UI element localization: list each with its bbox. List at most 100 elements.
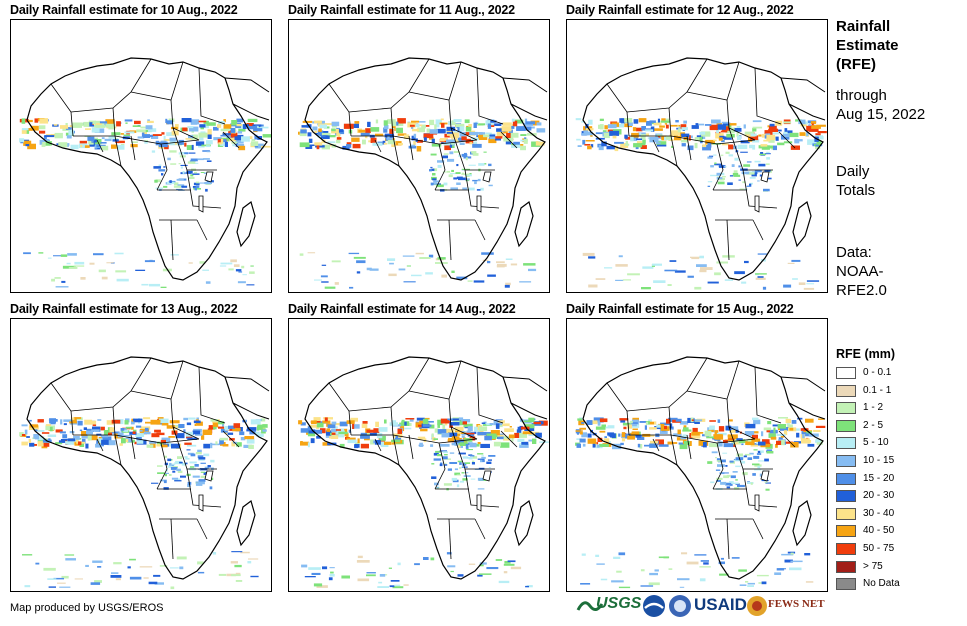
rainfall-cell <box>30 125 39 131</box>
rainfall-cell <box>818 418 825 420</box>
rainfall-cell <box>53 124 58 126</box>
rainfall-cell <box>446 126 456 131</box>
rainfall-cell <box>198 457 206 460</box>
rainfall-cell <box>358 129 366 133</box>
rainfall-cell <box>65 441 74 445</box>
rainfall-cell <box>135 433 145 437</box>
rainfall-cell <box>716 172 721 176</box>
rainfall-cell <box>174 462 183 465</box>
rainfall-cell <box>694 142 698 149</box>
rainfall-cell <box>501 126 512 132</box>
through-date: through Aug 15, 2022 <box>836 86 925 124</box>
rainfall-cell <box>65 558 76 561</box>
rainfall-cell <box>322 420 331 424</box>
rainfall-cell <box>745 441 750 445</box>
madagascar-outline <box>792 499 812 547</box>
rainfall-cell <box>54 132 63 139</box>
rainfall-cell <box>378 427 388 432</box>
rainfall-cell <box>320 428 326 434</box>
rainfall-cell <box>169 150 177 153</box>
rainfall-cell <box>63 423 67 426</box>
rainfall-cell <box>416 139 423 143</box>
rainfall-cell <box>217 421 225 425</box>
legend-label: 15 - 20 <box>863 472 895 484</box>
rainfall-cell <box>433 452 439 456</box>
rainfall-cell <box>725 151 730 154</box>
rainfall-cell <box>705 139 715 145</box>
rainfall-cell <box>419 442 423 447</box>
rainfall-cell <box>366 429 374 433</box>
rainfall-cell <box>464 462 471 464</box>
rainfall-cell <box>632 127 637 132</box>
rainfall-cell <box>161 437 171 442</box>
country-border <box>390 107 394 137</box>
rainfall-cell <box>456 182 461 185</box>
rainfall-cell <box>678 442 685 445</box>
rainfall-cell <box>754 464 762 467</box>
rainfall-cell <box>648 582 660 586</box>
rainfall-cell <box>648 419 652 424</box>
rainfall-cell <box>489 134 496 137</box>
rainfall-cell <box>711 119 721 124</box>
rainfall-cell <box>139 430 143 432</box>
rainfall-cell <box>394 437 402 440</box>
rainfall-cell <box>357 438 360 444</box>
rainfall-cell <box>124 119 133 122</box>
rainfall-cell <box>464 119 470 124</box>
rainfall-cell <box>108 136 115 139</box>
rainfall-cell <box>191 134 198 140</box>
rainfall-cell <box>625 136 631 140</box>
rainfall-cell <box>633 119 639 124</box>
rainfall-cell <box>308 567 321 570</box>
rainfall-cell <box>53 255 63 257</box>
rainfall-cell <box>384 441 392 445</box>
rainfall-cell <box>337 129 344 133</box>
rainfall-cell <box>335 429 341 431</box>
rainfall-cell <box>153 166 161 169</box>
rainfall-cell <box>127 566 131 569</box>
rainfall-cell <box>713 434 722 439</box>
rainfall-cell <box>449 452 455 454</box>
rainfall-cell <box>94 124 97 128</box>
legend-swatch <box>836 578 856 591</box>
rainfall-cell <box>101 137 105 140</box>
rainfall-cell <box>397 118 406 124</box>
rainfall-cell <box>650 440 659 444</box>
rainfall-cell <box>649 572 658 576</box>
rainfall-cell <box>444 462 447 464</box>
rainfall-cell <box>656 144 667 147</box>
rainfall-cell <box>755 273 767 275</box>
rainfall-cell <box>129 558 136 561</box>
country-border <box>156 442 168 490</box>
rainfall-cell <box>41 144 46 147</box>
rainfall-cell <box>688 441 692 446</box>
rainfall-cell <box>477 574 483 577</box>
rainfall-cell <box>321 132 331 136</box>
rainfall-cell <box>638 118 647 123</box>
rainfall-cell <box>681 552 688 555</box>
rainfall-cell <box>251 139 256 142</box>
rainfall-cell <box>616 123 624 128</box>
rainfall-cell <box>758 163 766 167</box>
rainfall-cell <box>696 264 707 267</box>
rainfall-cell <box>60 125 69 129</box>
rainfall-cell <box>441 274 447 278</box>
rainfall-cell <box>653 280 666 283</box>
rainfall-cell <box>718 137 723 141</box>
rainfall-cell <box>772 424 781 427</box>
rainfall-cell <box>29 419 32 422</box>
rainfall-cell <box>465 443 469 449</box>
rainfall-cell <box>585 140 595 142</box>
rainfall-cell <box>503 563 515 566</box>
rainfall-cell <box>24 429 28 435</box>
rainfall-cell <box>659 428 668 434</box>
rainfall-cell <box>447 565 456 568</box>
rainfall-cell <box>148 581 158 585</box>
rainfall-cell <box>752 120 762 123</box>
rainfall-cell <box>434 428 439 433</box>
rainfall-cell <box>130 426 134 430</box>
rainfall-cell <box>752 144 756 150</box>
rainfall-cell <box>777 424 787 429</box>
rainfall-cell <box>336 137 342 140</box>
rainfall-cell <box>768 139 775 143</box>
